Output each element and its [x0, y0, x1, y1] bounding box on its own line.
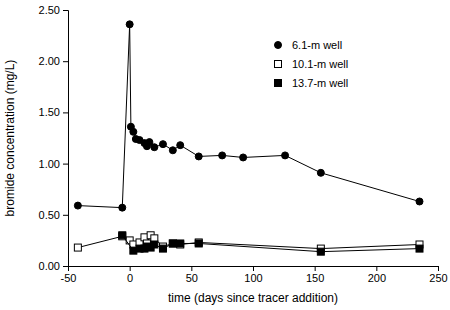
tick-mark: [63, 215, 68, 216]
legend-marker: [275, 61, 282, 68]
tick-label: 1.50: [39, 106, 60, 118]
tick: 2.50: [39, 4, 68, 16]
marker: [130, 128, 137, 135]
marker: [195, 240, 202, 247]
marker: [177, 240, 184, 247]
legend: 6.1-m well 10.1-m well 13.7-m well: [275, 39, 349, 89]
marker: [126, 21, 133, 28]
series-group: [74, 21, 423, 255]
tick-mark: [376, 266, 377, 271]
chart: -50 0 50 100 150 200 250 0.00 0.50 1.00 1.50 2.00 2.…: [0, 0, 450, 310]
marker: [317, 248, 324, 255]
marker: [195, 153, 202, 160]
tick-label: 50: [186, 272, 198, 284]
tick-label: 100: [244, 272, 262, 284]
tick-mark: [63, 164, 68, 165]
marker: [151, 241, 158, 248]
tick-label: 0.00: [39, 260, 60, 272]
marker: [177, 142, 184, 149]
marker: [169, 240, 176, 247]
tick: -50: [61, 266, 77, 284]
legend-label: 6.1-m well: [292, 39, 342, 51]
marker: [416, 245, 423, 252]
legend-marker: [275, 80, 282, 87]
y-axis-title: bromide concentration (mg/L): [3, 60, 17, 217]
tick-label: 150: [306, 272, 324, 284]
tick-mark: [191, 266, 192, 271]
tick-mark: [315, 266, 316, 271]
tick: 1.50: [39, 106, 68, 118]
marker: [159, 245, 166, 252]
plot: -50 0 50 100 150 200 250 0.00 0.50 1.00 1.50 2.00 2.…: [39, 4, 448, 284]
tick: 100: [244, 266, 262, 284]
marker: [119, 232, 126, 239]
tick-label: 2.00: [39, 55, 60, 67]
tick: 1.00: [39, 158, 68, 170]
marker: [159, 141, 166, 148]
legend-label: 10.1-m well: [292, 58, 348, 70]
tick: 250: [429, 266, 447, 284]
y-axis: 0.00 0.50 1.00 1.50 2.00 2.50: [39, 4, 69, 272]
tick-label: -50: [61, 272, 77, 284]
tick-mark: [130, 266, 131, 271]
tick-label: 0: [127, 272, 133, 284]
tick-mark: [63, 112, 68, 113]
tick-mark: [253, 266, 254, 271]
series-line: [78, 24, 420, 207]
tick-label: 1.00: [39, 158, 60, 170]
tick: 2.00: [39, 55, 68, 67]
tick-label: 2.50: [39, 4, 60, 16]
marker: [416, 198, 423, 205]
marker: [151, 144, 158, 151]
tick-mark: [438, 266, 439, 271]
marker: [219, 152, 226, 159]
legend-entry: 13.7-m well: [275, 77, 349, 89]
legend-label: 13.7-m well: [292, 77, 348, 89]
tick: 0: [127, 266, 133, 284]
tick: 50: [186, 266, 198, 284]
legend-entry: 6.1-m well: [275, 39, 343, 51]
marker: [169, 147, 176, 154]
tick-mark: [63, 266, 68, 267]
tick: 200: [368, 266, 386, 284]
marker: [74, 202, 81, 209]
tick: 0.00: [39, 260, 68, 272]
marker: [169, 240, 176, 247]
tick-label: 250: [429, 272, 447, 284]
marker: [317, 169, 324, 176]
marker: [74, 244, 81, 251]
tick-label: 200: [368, 272, 386, 284]
series-line: [122, 235, 419, 251]
axis-line: [69, 267, 439, 272]
legend-marker: [275, 42, 282, 49]
tick-mark: [63, 10, 68, 11]
tick-label: 0.50: [39, 209, 60, 221]
x-axis-title: time (days since tracer addition): [168, 291, 338, 305]
legend-entry: 10.1-m well: [275, 58, 349, 70]
marker: [240, 154, 247, 161]
x-axis: -50 0 50 100 150 200 250: [61, 266, 448, 284]
tick-mark: [63, 61, 68, 62]
tick: 150: [306, 266, 324, 284]
axis-line: [63, 11, 69, 267]
marker: [282, 152, 289, 159]
tick: 0.50: [39, 209, 68, 221]
marker: [119, 204, 126, 211]
